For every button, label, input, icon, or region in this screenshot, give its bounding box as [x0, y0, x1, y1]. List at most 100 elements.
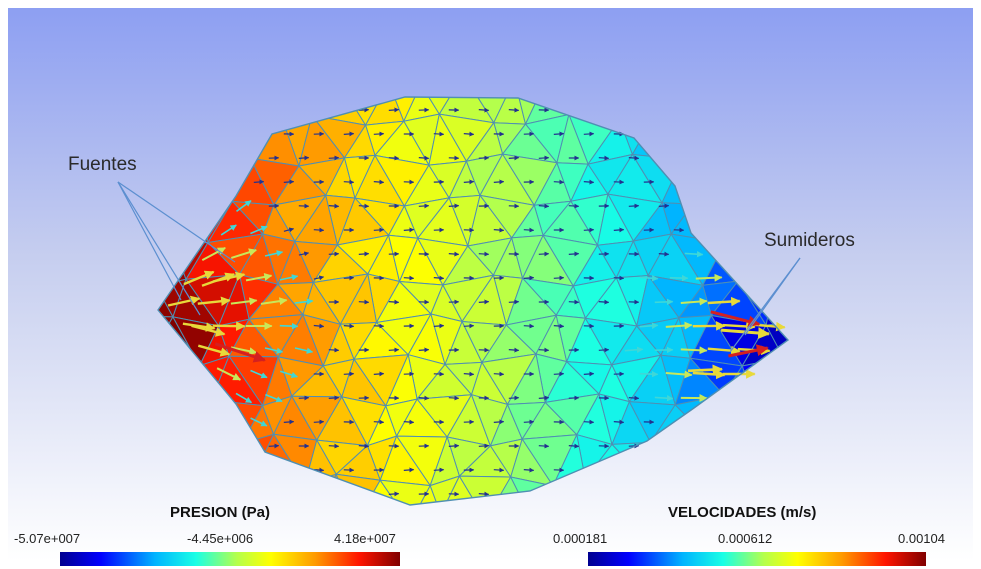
mesh-outline [157, 96, 790, 506]
mesh-cell [846, 365, 880, 398]
velocity-arrow [197, 344, 231, 357]
velocity-legend-mid: 0.000612 [718, 531, 773, 546]
mesh-cell [703, 433, 735, 484]
velocity-arrow [245, 273, 273, 282]
velocity-arrow [583, 227, 595, 233]
mesh-cell [691, 193, 739, 244]
velocity-arrow [373, 371, 385, 377]
mesh-cell [762, 124, 788, 158]
velocity-arrow [613, 419, 625, 425]
mesh-cell [335, 473, 381, 505]
velocity-arrow [167, 295, 201, 307]
velocity-arrow [463, 371, 475, 377]
velocity-arrow [298, 395, 310, 401]
mesh-cell [167, 154, 222, 195]
mesh-cell [806, 398, 846, 435]
velocity-arrow [553, 323, 565, 329]
mesh-cell [872, 475, 902, 522]
velocity-arrow [448, 443, 460, 449]
velocity-arrow [358, 299, 370, 305]
mesh-cell [817, 356, 872, 398]
velocity-arrow [279, 274, 299, 281]
velocity-arrow [463, 179, 475, 185]
mesh-cell [864, 114, 903, 159]
velocity-arrow [508, 107, 520, 113]
mesh-cell [213, 442, 252, 484]
velocity-colorbar [588, 552, 926, 566]
mesh-cell [801, 283, 841, 321]
mesh-cell [158, 393, 170, 436]
velocity-arrow [553, 275, 565, 281]
mesh-cell [234, 97, 283, 127]
mesh-cell [732, 441, 782, 475]
velocity-arrow [707, 296, 741, 307]
velocity-arrow [388, 491, 400, 497]
velocity-arrow [343, 131, 355, 137]
velocity-arrow [403, 275, 415, 281]
mesh-cell [868, 160, 909, 197]
mesh-cell [158, 433, 178, 486]
velocity-arrow [624, 346, 644, 353]
velocity-arrow [313, 275, 325, 281]
mesh-cell [828, 435, 858, 485]
velocity-arrow [478, 443, 490, 449]
velocity-arrow [538, 251, 550, 257]
mesh-cell [817, 314, 872, 365]
velocity-arrow [639, 275, 659, 282]
mesh-cell [158, 480, 178, 505]
mesh-cell [168, 393, 213, 445]
velocity-arrow [583, 179, 595, 185]
velocity-arrow [448, 395, 460, 401]
mesh-cell [840, 284, 893, 323]
mesh-cell [681, 114, 713, 167]
velocity-arrow [231, 248, 257, 259]
velocity-arrow [283, 419, 295, 425]
mesh-cell [858, 396, 911, 447]
velocity-arrow [358, 251, 370, 257]
mesh-cell [840, 314, 893, 365]
mesh-cell [860, 275, 907, 323]
mesh-cell [844, 475, 891, 514]
velocity-arrow [191, 324, 226, 337]
velocity-arrow [680, 346, 708, 355]
velocity-arrow [478, 251, 490, 257]
mesh-cell [206, 97, 262, 127]
mesh-cell [723, 394, 754, 444]
mesh-cell [220, 124, 252, 159]
mesh-cell [186, 442, 243, 475]
mesh-cell [647, 97, 701, 127]
velocity-arrow [328, 155, 340, 161]
mesh-cell [158, 392, 189, 445]
velocity-arrow [568, 203, 580, 209]
velocity-arrow [343, 371, 355, 377]
mesh-cell [158, 233, 175, 288]
mesh-cell [158, 433, 188, 482]
mesh-cell [441, 514, 486, 563]
velocity-arrow [313, 419, 325, 425]
velocity-legend-max: 0.00104 [898, 531, 945, 546]
velocity-arrow [403, 227, 415, 233]
mesh-cell [584, 474, 641, 505]
mesh-cell [858, 438, 911, 475]
mesh-cell [158, 358, 170, 405]
velocity-arrow [253, 179, 265, 185]
mesh-cell [710, 115, 764, 167]
mesh-cell [167, 117, 222, 166]
velocity-arrow [553, 371, 565, 377]
velocity-arrow [265, 393, 283, 403]
velocity-arrow [197, 296, 231, 306]
velocity-arrow [388, 347, 400, 353]
mesh-cell [280, 97, 313, 119]
mesh-cell [158, 315, 174, 362]
velocity-arrow [598, 299, 610, 305]
velocity-arrow [728, 344, 769, 358]
mesh-cell [710, 155, 764, 196]
mesh-cell [724, 192, 757, 245]
velocity-arrow [403, 467, 415, 473]
velocity-arrow [710, 310, 761, 328]
velocity-arrow [328, 395, 340, 401]
velocity-arrow [568, 251, 580, 257]
velocity-arrow [628, 203, 640, 209]
velocity-arrow [687, 364, 724, 375]
mesh-cell [568, 97, 621, 121]
